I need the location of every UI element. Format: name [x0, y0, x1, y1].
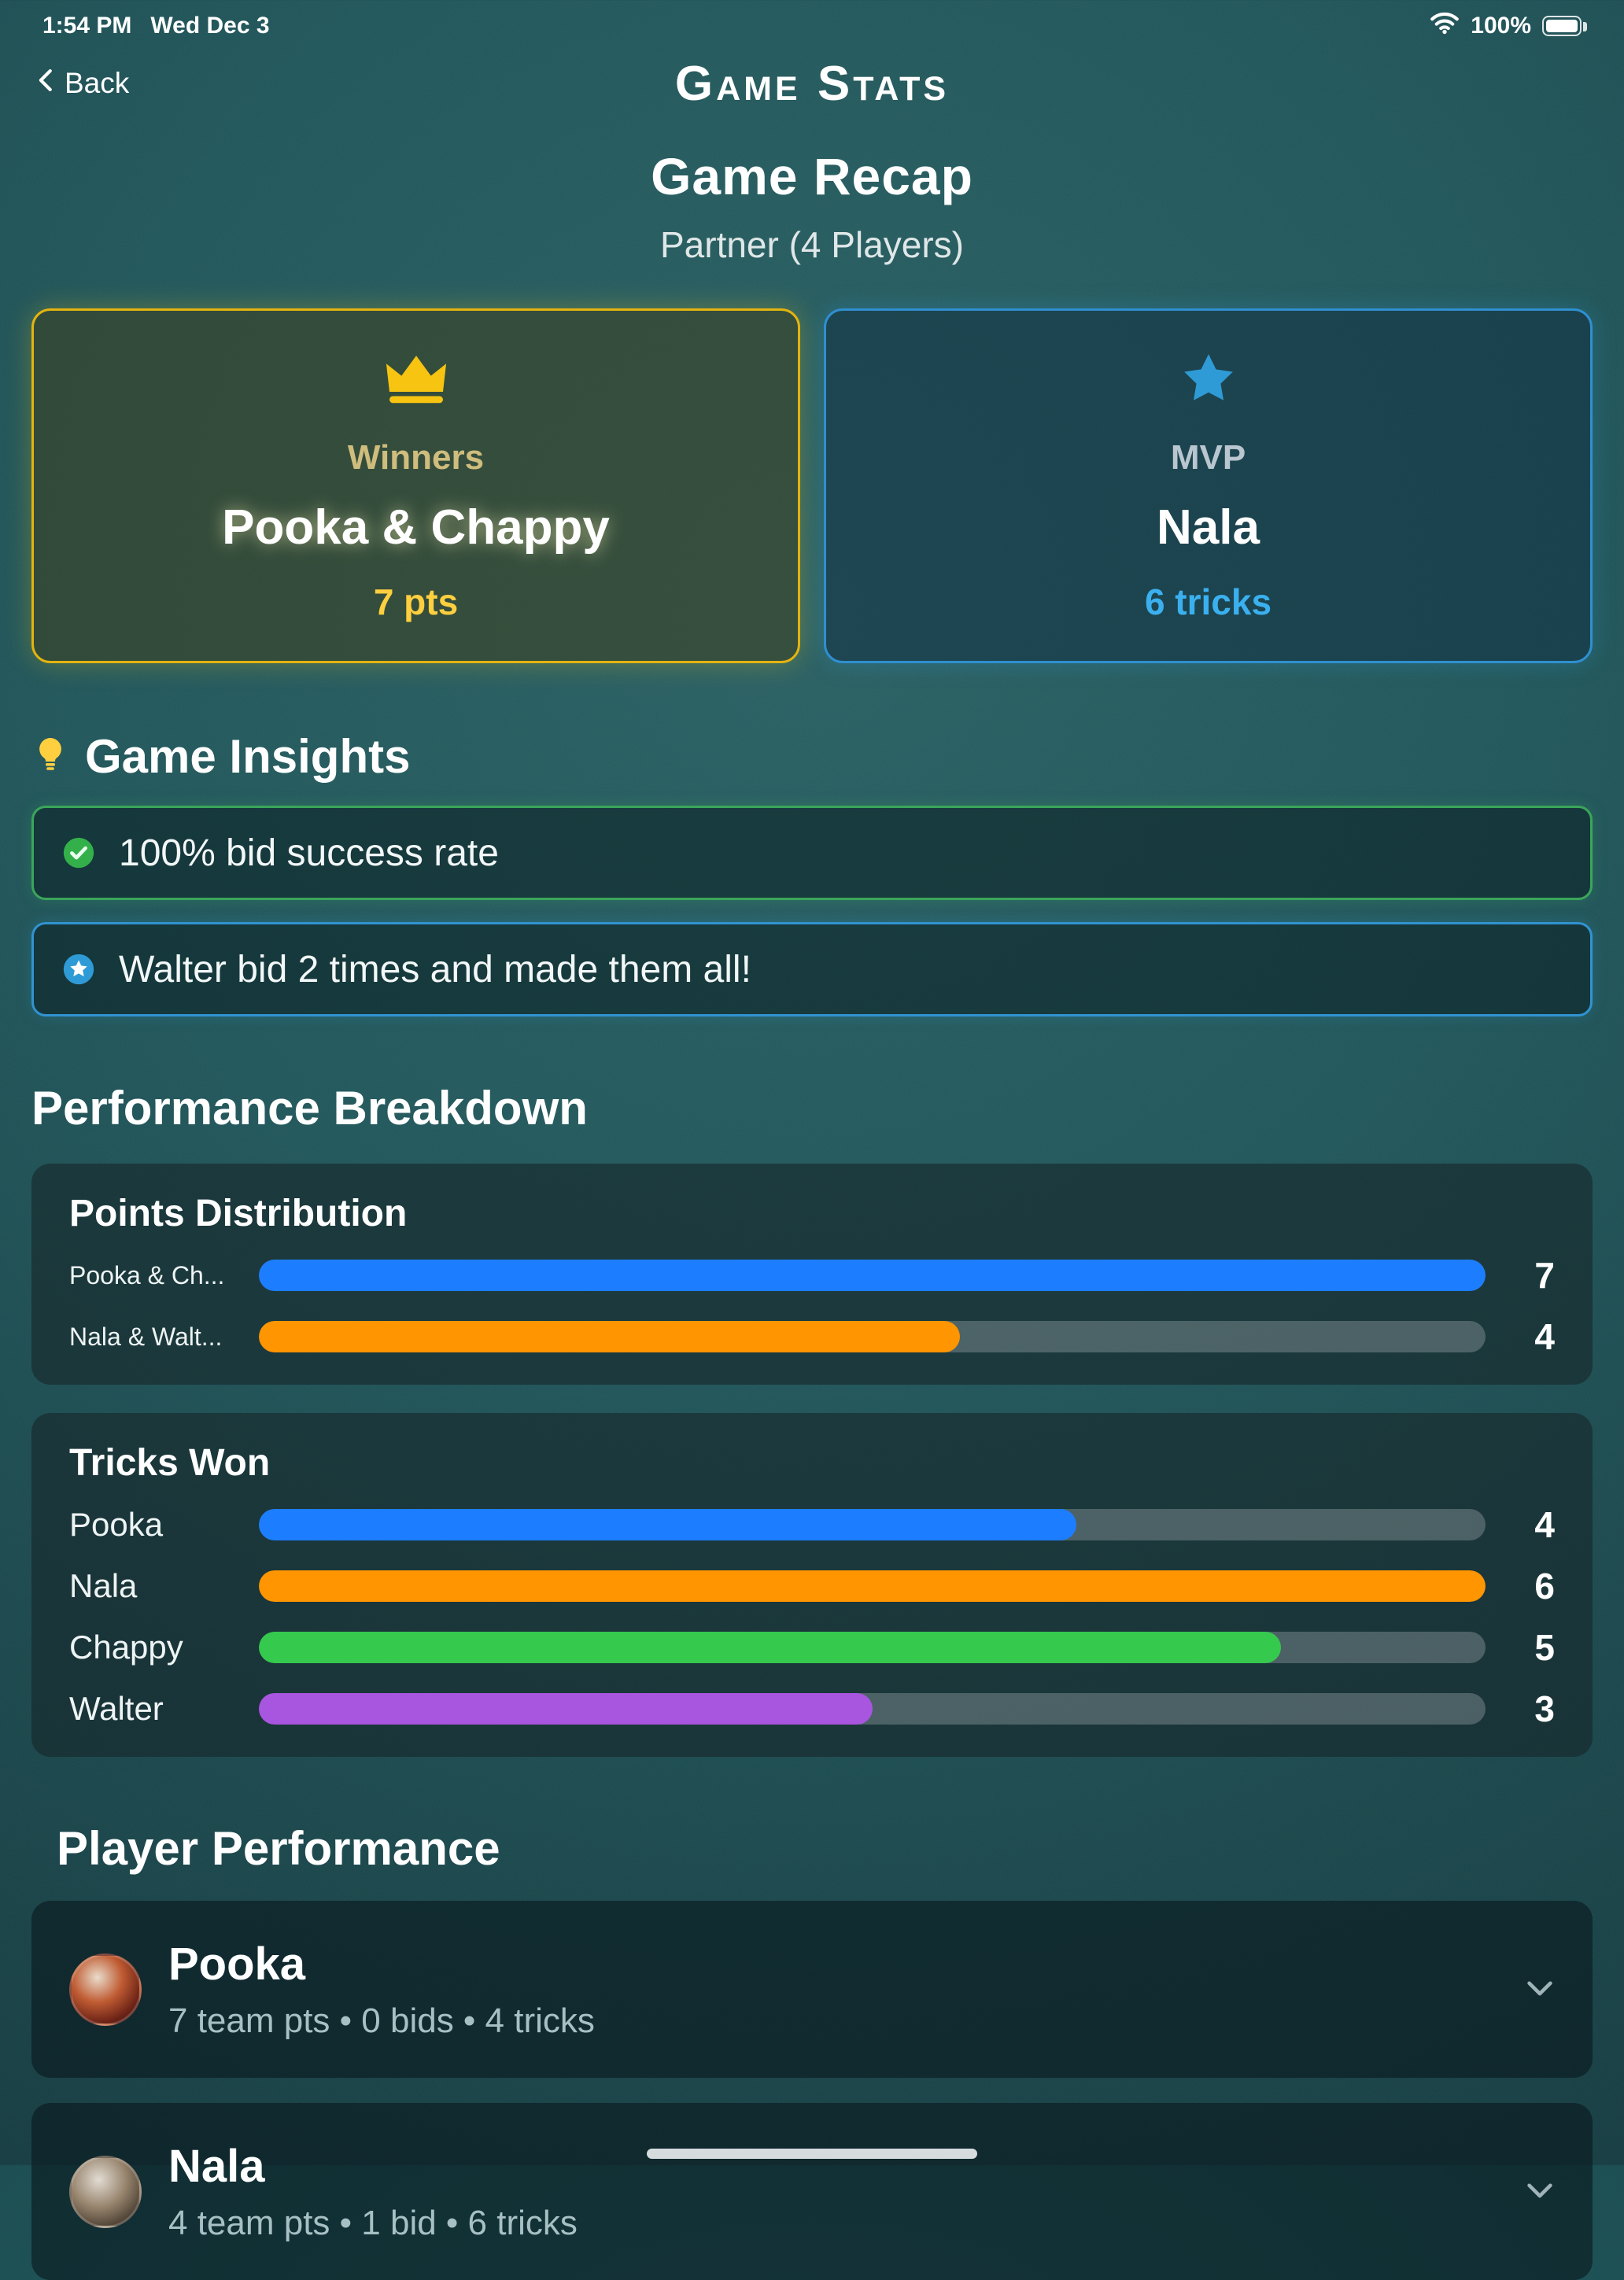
- chart-row-value: 5: [1534, 1627, 1555, 1668]
- status-date: Wed Dec 3: [150, 13, 270, 39]
- chart-row-value: 6: [1534, 1566, 1555, 1607]
- insights-heading: Game Insights: [85, 730, 411, 783]
- player-list: Pooka 7 team pts • 0 bids • 4 tricks Nala 4…: [31, 1901, 1593, 2280]
- chart-title: Points Distribution: [69, 1193, 408, 1234]
- chart-card: Points Distribution Pooka & Ch... 7 Nala & …: [31, 1164, 1593, 1385]
- chart-row-label: Pooka: [69, 1506, 164, 1543]
- summary-row: Winners Pooka & Chappy 7 pts MVP Nala 6 …: [31, 308, 1593, 663]
- mvp-name: Nala: [1157, 500, 1260, 555]
- chart-bar-fill: [259, 1632, 1282, 1663]
- back-button[interactable]: Back: [31, 65, 129, 102]
- winners-points: 7 pts: [373, 581, 459, 622]
- chart-bar-fill: [259, 1509, 1077, 1540]
- player-name: Nala: [168, 2141, 265, 2192]
- chart-bar-track: [259, 1509, 1486, 1540]
- wifi-icon: [1430, 11, 1460, 41]
- battery-nub: [1583, 22, 1587, 31]
- winners-label: Winners: [347, 438, 485, 477]
- chevron-down-icon: [1522, 2171, 1558, 2212]
- chevron-down-icon: [1522, 1969, 1558, 2009]
- chart-card: Tricks Won Pooka 4 Nala 6 Chappy 5 Walter 3: [31, 1413, 1593, 1757]
- app-title: Game Stats: [674, 56, 950, 111]
- chart-row-label: Pooka & Ch...: [69, 1260, 225, 1289]
- players-header: Player Performance: [31, 1821, 1593, 1876]
- crown-icon: [384, 349, 448, 408]
- chart-title: Tricks Won: [69, 1442, 271, 1484]
- chart-row-value: 4: [1534, 1316, 1555, 1357]
- home-indicator[interactable]: [647, 2149, 977, 2159]
- insight-list: 100% bid success rate Walter bid 2 times …: [31, 806, 1593, 1016]
- chart-bar-track: [259, 1570, 1486, 1602]
- status-left: 1:54 PM Wed Dec 3: [42, 13, 270, 39]
- chart-row: Walter 3: [69, 1688, 1555, 1730]
- page-title: Game Recap: [651, 147, 973, 205]
- chart-row: Pooka & Ch... 7: [69, 1254, 1555, 1297]
- chart-bar-fill: [259, 1260, 1486, 1291]
- chart-row-label: Nala: [69, 1567, 138, 1604]
- chart-row-value: 7: [1534, 1255, 1555, 1296]
- insight-card: 100% bid success rate: [31, 806, 1593, 900]
- chart-bar-track: [259, 1632, 1486, 1663]
- nav-bar: Back Game Stats: [31, 47, 1593, 120]
- chart-row-value: 3: [1534, 1688, 1555, 1729]
- chart-row-label: Chappy: [69, 1629, 183, 1666]
- mvp-card: MVP Nala 6 tricks: [824, 308, 1593, 663]
- player-name: Pooka: [168, 1939, 306, 1990]
- performance-header: Performance Breakdown: [31, 1081, 1593, 1135]
- status-bar: 1:54 PM Wed Dec 3 100%: [31, 0, 1593, 41]
- chart-bar-track: [259, 1693, 1486, 1725]
- star-icon: [1179, 349, 1238, 408]
- player-stats: 7 team pts • 0 bids • 4 tricks: [168, 2001, 595, 2040]
- chart-list: Points Distribution Pooka & Ch... 7 Nala & …: [31, 1164, 1593, 1757]
- winners-card: Winners Pooka & Chappy 7 pts: [31, 308, 800, 663]
- player-info: Pooka 7 team pts • 0 bids • 4 tricks: [168, 1938, 595, 2041]
- avatar: [69, 1953, 142, 2026]
- performance-heading: Performance Breakdown: [31, 1082, 588, 1134]
- chart-bar-track: [259, 1260, 1486, 1291]
- chart-row: Chappy 5: [69, 1626, 1555, 1669]
- insights-header: Game Insights: [31, 729, 1593, 784]
- player-card[interactable]: Pooka 7 team pts • 0 bids • 4 tricks: [31, 1901, 1593, 2078]
- battery-percent: 100%: [1471, 13, 1531, 39]
- chart-row-value: 4: [1534, 1504, 1555, 1545]
- winners-names: Pooka & Chappy: [222, 500, 610, 555]
- chart-row: Nala & Walt... 4: [69, 1315, 1555, 1358]
- insight-text: Walter bid 2 times and made them all!: [119, 948, 751, 991]
- status-time: 1:54 PM: [42, 13, 132, 39]
- chart-bar-fill: [259, 1693, 873, 1725]
- players-heading: Player Performance: [57, 1822, 500, 1875]
- mvp-label: MVP: [1170, 438, 1246, 477]
- lightbulb-icon: [31, 729, 69, 784]
- player-stats: 4 team pts • 1 bid • 6 tricks: [168, 2204, 578, 2242]
- chevron-left-icon: [31, 65, 61, 102]
- star-seal-icon: [61, 951, 97, 987]
- back-label: Back: [65, 67, 130, 99]
- chart-bar-track: [259, 1321, 1486, 1352]
- battery-icon: [1542, 16, 1587, 36]
- battery-fill: [1546, 20, 1578, 32]
- status-right: 100%: [1430, 11, 1587, 41]
- mvp-tricks: 6 tricks: [1144, 581, 1272, 622]
- check-seal-icon: [61, 835, 97, 871]
- chart-row: Pooka 4: [69, 1503, 1555, 1546]
- insight-text: 100% bid success rate: [119, 832, 499, 874]
- player-card[interactable]: Nala 4 team pts • 1 bid • 6 tricks: [31, 2103, 1593, 2280]
- chart-row: Nala 6: [69, 1565, 1555, 1607]
- insight-card: Walter bid 2 times and made them all!: [31, 922, 1593, 1016]
- player-info: Nala 4 team pts • 1 bid • 6 tricks: [168, 2140, 578, 2243]
- game-mode-subtitle: Partner (4 Players): [659, 224, 964, 265]
- chart-bar-fill: [259, 1570, 1486, 1602]
- chart-row-label: Walter: [69, 1690, 164, 1727]
- avatar: [69, 2155, 142, 2228]
- chart-bar-fill: [259, 1321, 960, 1352]
- chart-row-label: Nala & Walt...: [69, 1322, 223, 1351]
